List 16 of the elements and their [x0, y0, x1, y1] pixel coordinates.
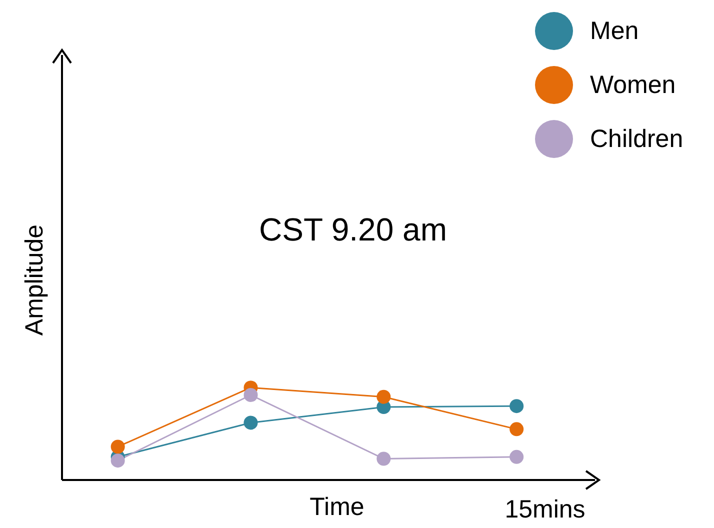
point	[376, 452, 391, 466]
x-axis-title: Time	[308, 493, 366, 522]
point	[510, 450, 524, 464]
point	[110, 454, 125, 468]
point	[510, 399, 524, 414]
point	[376, 390, 391, 404]
point	[110, 440, 125, 454]
legend-label: Children	[590, 124, 684, 154]
text: CST 9.20 am	[259, 212, 447, 248]
y-axis-title: Amplitude	[20, 224, 50, 336]
text: 15mins	[504, 496, 586, 524]
point	[244, 388, 258, 402]
legend-label: Men	[590, 16, 639, 46]
point	[244, 416, 258, 430]
point	[510, 422, 524, 436]
legend-label: Women	[590, 70, 676, 100]
